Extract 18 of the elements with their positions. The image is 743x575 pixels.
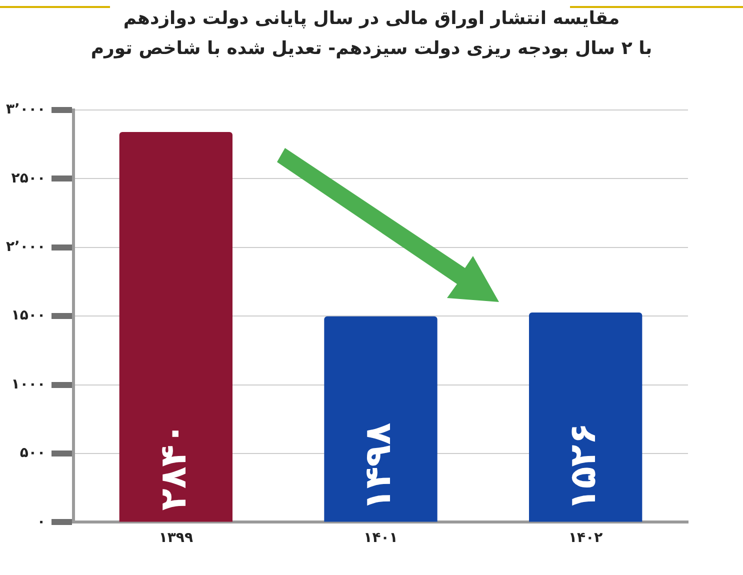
- y-tick-label: ۲٬۰۰۰: [6, 239, 46, 256]
- data-label: ۲۸۴۰: [153, 422, 194, 511]
- data-label: ۱۵۲۶: [562, 422, 604, 511]
- x-tick-label: ۱۴۰۲: [568, 530, 604, 546]
- bar: [119, 132, 232, 522]
- bar: [324, 316, 438, 522]
- y-tick-label: ۱۵۰۰: [11, 308, 46, 324]
- bar: [528, 312, 642, 522]
- y-tick-label: ۰: [36, 514, 46, 530]
- x-tick-label: ۱۳۹۹: [158, 530, 194, 546]
- y-tick-label: ۵۰۰: [20, 445, 46, 462]
- x-tick-label: ۱۴۰۱: [364, 530, 398, 546]
- chart-title: مقایسه انتشار اوراق مالی در سال پایانی دولت دوازدهم: [122, 8, 621, 29]
- y-tick-label: ۳٬۰۰۰: [6, 102, 46, 118]
- y-tick-label: ۲۵۰۰: [11, 170, 46, 186]
- y-tick-label: ۱۰۰۰: [11, 376, 46, 392]
- data-label: ۱۴۹۸: [358, 422, 400, 511]
- chart-subtitle: با ۲ سال بودجه ریزی دولت سیزدهم- تعدیل شده با شاخص تورم: [90, 38, 654, 59]
